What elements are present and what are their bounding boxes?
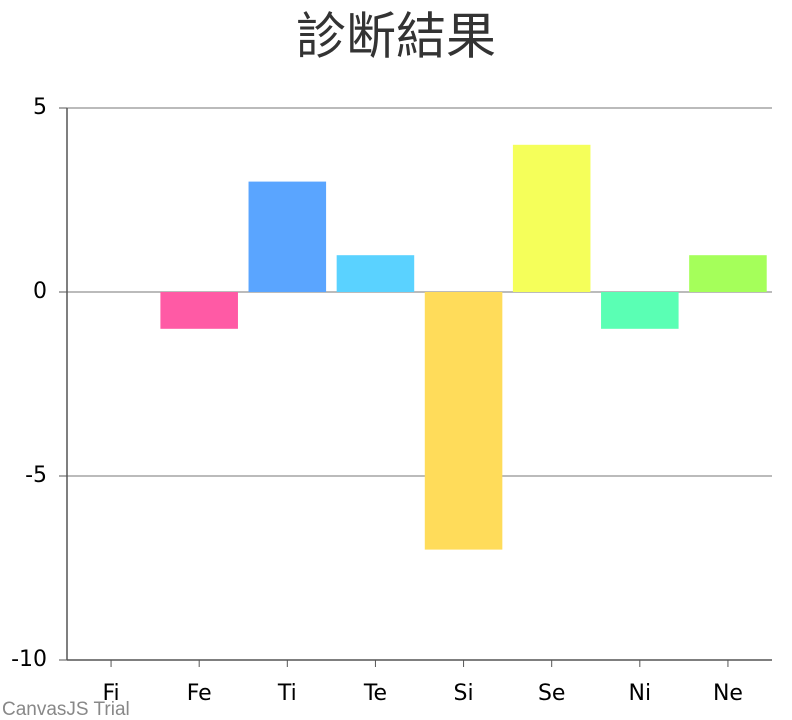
- y-tick-label: -5: [25, 463, 47, 488]
- x-tick-label: Fi: [102, 681, 119, 706]
- y-tick-label: -10: [11, 647, 47, 672]
- x-tick-label: Si: [454, 681, 474, 706]
- credit: CanvasJS Trial: [2, 699, 130, 720]
- bar: [160, 292, 238, 329]
- x-tick-label: Fe: [187, 681, 212, 706]
- bar: [689, 255, 767, 292]
- bar: [601, 292, 679, 329]
- bar: [336, 255, 415, 292]
- chart-title: 診断結果: [296, 8, 496, 66]
- x-tick-label: Ti: [277, 681, 297, 706]
- x-tick-label: Se: [538, 681, 566, 706]
- bar: [248, 181, 327, 292]
- x-tick-label: Ni: [629, 681, 652, 706]
- bar: [512, 144, 591, 292]
- y-tick-label: 5: [33, 95, 47, 120]
- bar: [424, 292, 503, 550]
- y-tick-label: 0: [33, 279, 47, 304]
- x-tick-label: Te: [363, 681, 387, 706]
- x-tick-label: Ne: [713, 681, 743, 706]
